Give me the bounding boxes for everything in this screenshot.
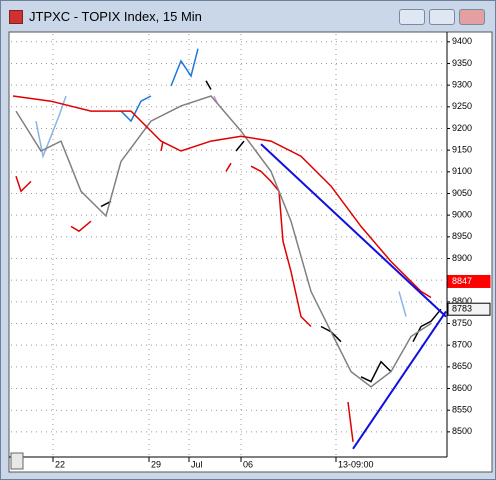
price-line [15, 175, 32, 193]
y-tick-label: 8550 [452, 405, 472, 415]
y-tick-label: 9250 [452, 101, 472, 111]
y-tick-label: 8900 [452, 253, 472, 263]
y-tick-label: 9150 [452, 145, 472, 155]
price-marker-label: 8847 [452, 276, 472, 286]
price-line [15, 95, 432, 388]
y-tick-label: 8800 [452, 296, 472, 306]
minimize-button[interactable] [399, 9, 425, 25]
x-tick-label: 22 [55, 459, 65, 469]
price-line [347, 401, 354, 442]
close-button[interactable] [459, 9, 485, 25]
x-tick-label: Jul [191, 459, 203, 469]
price-line [360, 360, 392, 383]
price-marker-label: 8783 [452, 304, 472, 314]
y-tick-label: 9050 [452, 188, 472, 198]
y-tick-label: 8650 [452, 361, 472, 371]
x-tick-label: 13-09:00 [338, 459, 374, 469]
price-marker [447, 274, 491, 288]
x-tick-label: 29 [151, 459, 161, 469]
window-title: JTPXC - TOPIX Index, 15 Min [29, 9, 202, 24]
price-line [235, 140, 245, 152]
price-line [260, 143, 447, 318]
price-line [170, 48, 199, 87]
price-line [35, 95, 67, 159]
maximize-button[interactable] [429, 9, 455, 25]
y-tick-label: 9200 [452, 123, 472, 133]
scroll-thumb[interactable] [10, 452, 24, 470]
y-tick-label: 8750 [452, 318, 472, 328]
y-tick-label: 8700 [452, 340, 472, 350]
x-tick-label: 06 [243, 459, 253, 469]
y-tick-label: 9000 [452, 210, 472, 220]
price-line [398, 291, 407, 317]
y-tick-label: 8950 [452, 231, 472, 241]
y-tick-label: 8500 [452, 426, 472, 436]
price-line [352, 310, 447, 450]
y-tick-label: 9400 [452, 36, 472, 46]
y-tick-label: 9350 [452, 58, 472, 68]
price-marker [447, 302, 491, 316]
app-icon [9, 10, 23, 24]
y-tick-label: 9300 [452, 80, 472, 90]
y-tick-label: 9100 [452, 166, 472, 176]
price-line [225, 162, 232, 172]
price-line [12, 95, 432, 299]
price-line [160, 141, 164, 152]
y-tick-label: 8600 [452, 383, 472, 393]
chart-frame [8, 31, 493, 473]
price-line [250, 165, 312, 328]
price-line [412, 308, 442, 343]
price-line [70, 220, 92, 233]
price-line [120, 95, 152, 123]
price-line [205, 80, 212, 90]
